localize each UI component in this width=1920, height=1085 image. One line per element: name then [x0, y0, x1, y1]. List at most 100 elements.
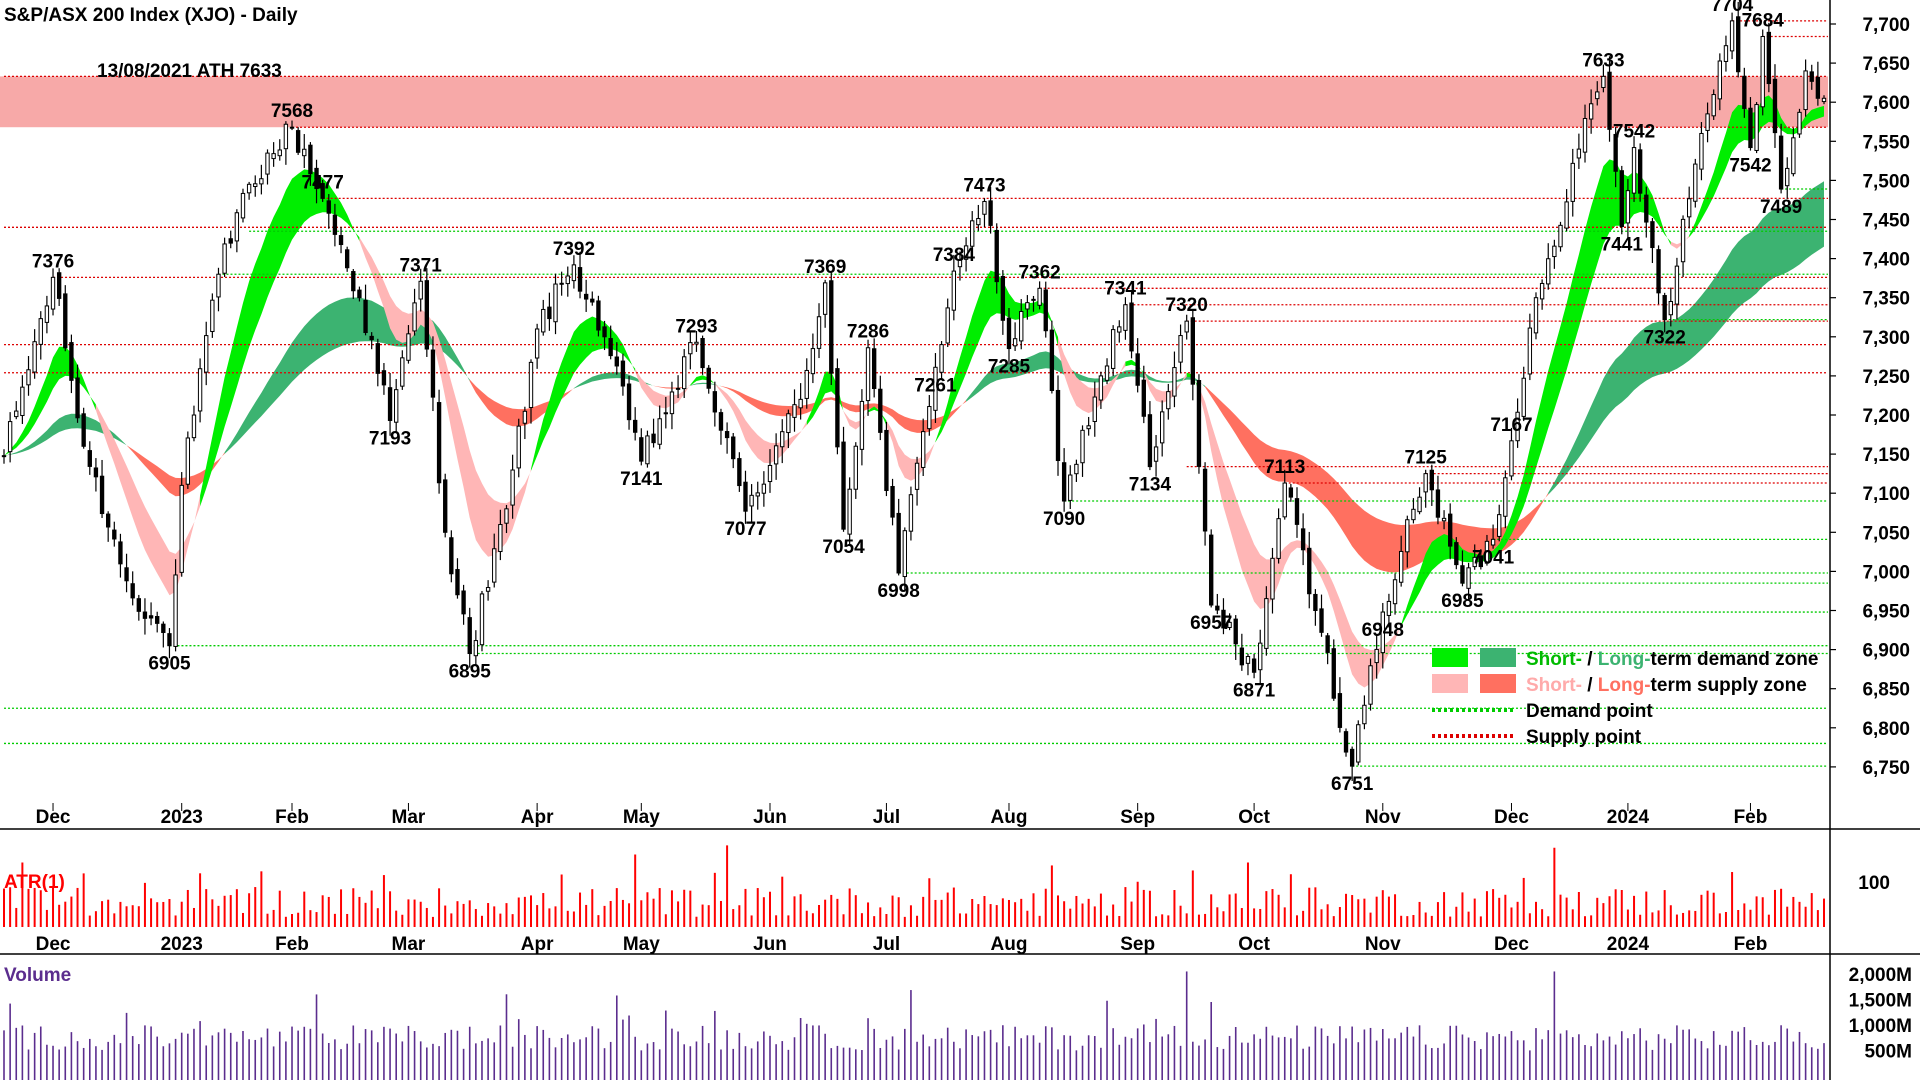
candle-body [1552, 245, 1557, 258]
candle-body [1674, 265, 1680, 305]
candle-body [1588, 103, 1594, 120]
x-tick-label: Jun [753, 807, 787, 828]
candle-body [1000, 275, 1006, 321]
candle-body [369, 335, 374, 341]
candle-body [1288, 487, 1294, 498]
candle-body [921, 431, 926, 468]
candle-body [1576, 148, 1582, 159]
x-tick-label: Aug [991, 807, 1028, 828]
candle-body [81, 413, 86, 447]
price-label: 7376 [32, 251, 74, 272]
price-label: 7473 [963, 176, 1005, 197]
candle-body [1251, 658, 1257, 673]
short-term-zone-band [1689, 95, 1824, 238]
candle-body [387, 387, 393, 421]
candle-body [1680, 218, 1686, 263]
candle-body [1031, 298, 1036, 301]
candle-body [1012, 338, 1018, 347]
candle-body [87, 450, 92, 467]
candle-body [1129, 302, 1134, 352]
candle-body [1754, 104, 1759, 151]
candle-body [1582, 118, 1588, 153]
candle-body [56, 272, 62, 299]
candle-body [394, 389, 399, 423]
candle-body [320, 183, 325, 199]
candle-body [1417, 496, 1422, 513]
candle-body [1729, 20, 1735, 52]
candle-body [1037, 287, 1042, 306]
price-label: 7684 [1742, 11, 1785, 32]
price-label: 7090 [1043, 509, 1085, 530]
candle-body [804, 369, 809, 399]
candle-body [1080, 429, 1085, 464]
candle-body [1227, 621, 1232, 629]
candle-body [461, 590, 466, 615]
short-term-zone-band [531, 316, 636, 471]
candle-body [1380, 611, 1385, 654]
candle-body [1772, 78, 1778, 134]
candle-body [228, 238, 233, 244]
candle-body [1503, 477, 1508, 517]
candle-body [1233, 618, 1238, 645]
candle-body [204, 335, 209, 373]
candle-body [449, 537, 454, 575]
candle-body [829, 280, 834, 374]
candle-body [1454, 542, 1459, 566]
candle-body [197, 368, 203, 412]
candle-body [308, 144, 313, 175]
candle-body [1797, 111, 1802, 135]
candle-body [755, 492, 760, 497]
price-label: 7054 [822, 537, 865, 558]
candle-body [1435, 489, 1441, 518]
y-tick-label: 7,600 [1862, 93, 1910, 114]
candle-body [406, 333, 411, 361]
short-term-zone-band [843, 410, 868, 430]
candle-body [295, 130, 301, 153]
candle-body [1705, 113, 1710, 131]
candle-body [1785, 167, 1790, 187]
candle-body [1650, 221, 1655, 249]
y-tick-label: 6,950 [1862, 602, 1910, 623]
price-label: 7077 [724, 519, 766, 540]
atr-x-tick-label: May [623, 934, 660, 955]
legend-label: Short- / Long-term demand zone [1526, 649, 1818, 670]
x-tick-label: Jul [873, 807, 900, 828]
candle-body [1172, 367, 1177, 397]
price-label: 6948 [1362, 620, 1404, 641]
y-tick-label: 7,250 [1862, 367, 1910, 388]
candle-body [522, 410, 528, 424]
candle-body [191, 414, 197, 439]
candle-body [1448, 513, 1453, 547]
candle-body [571, 264, 577, 282]
y-tick-label: 6,900 [1862, 641, 1910, 662]
candle-body [1343, 731, 1349, 753]
candle-body [216, 273, 221, 298]
short-term-zone-band [1198, 386, 1402, 688]
candle-body [473, 640, 479, 657]
candle-body [1074, 463, 1079, 475]
candle-body [1025, 302, 1030, 310]
candle-body [1631, 147, 1637, 194]
candle-body [93, 467, 99, 478]
candle-body [853, 445, 858, 490]
candle-body [1178, 335, 1183, 363]
legend-label-part: / [1582, 675, 1598, 696]
candle-body [1644, 194, 1649, 223]
candle-body [498, 524, 503, 553]
candle-body [1239, 647, 1245, 666]
candle-body [614, 356, 619, 367]
candle-body [865, 347, 871, 402]
atr-x-tick-label: Dec [1494, 934, 1529, 955]
candle-body [185, 437, 191, 485]
candle-body [688, 342, 693, 355]
price-label: 7193 [369, 428, 411, 449]
candle-body [675, 387, 681, 390]
candle-body [1055, 389, 1061, 462]
candle-body [363, 299, 368, 334]
candle-body [1607, 71, 1612, 130]
candle-body [1539, 282, 1545, 300]
candle-body [1153, 446, 1159, 462]
candle-body [1509, 440, 1514, 477]
candle-body [326, 200, 331, 214]
